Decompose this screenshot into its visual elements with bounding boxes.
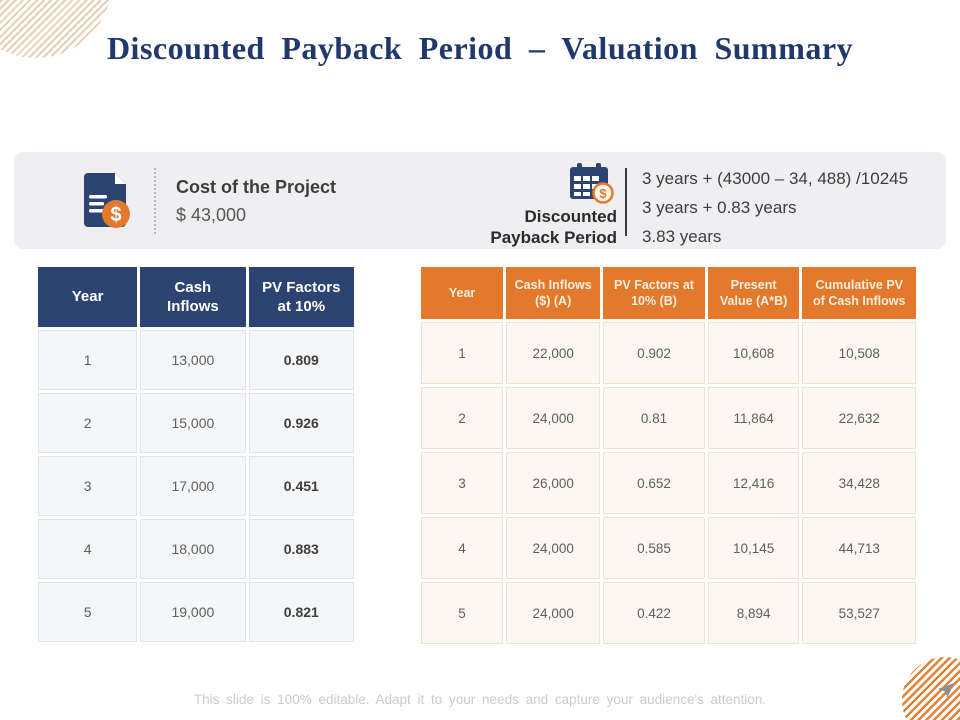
table-cell: 0.902 [603,322,705,384]
pv-factors-table-head: Year Cash Inflows PV Factors at 10% [38,267,354,327]
table-cell: 4 [421,517,504,579]
table-cell: 0.821 [248,582,354,642]
payback-label-line1: Discounted [524,207,617,226]
table-cell: 22,632 [802,387,916,449]
table-cell: 11,864 [707,387,800,449]
table-cell: 4 [38,519,138,579]
table-cell: 15,000 [140,393,246,453]
table-cell: 2 [38,393,138,453]
table-cell: 5 [421,582,504,644]
vertical-divider [625,168,627,236]
table-cell: 0.883 [248,519,354,579]
summary-banner: $ Cost of the Project $ 43,000 [14,152,946,249]
payback-formulas: 3 years + (43000 – 34, 488) /10245 3 yea… [642,164,908,251]
cost-value: $ 43,000 [176,204,247,225]
table-row: 5 19,000 0.821 [38,582,354,642]
table-cell: 3 [421,452,504,514]
table-row: 3 17,000 0.451 [38,456,354,516]
payback-label-block: $ Discounted Payback Period [462,162,617,248]
table-cell: 24,000 [506,517,601,579]
pv-factors-table-body: 1 13,000 0.809 2 15,000 0.926 3 17,000 0.451 4 18,… [38,330,354,642]
column-header: Year [38,267,138,327]
table-cell: 8,894 [707,582,800,644]
table-row: 1 22,000 0.902 10,608 10,508 [421,322,916,384]
cursor-arrow-icon [938,683,954,698]
column-header: Cash Inflows ($) (A) [506,267,601,319]
table-row: 5 24,000 0.422 8,894 53,527 [421,582,916,644]
formula-line: 3.83 years [642,227,722,246]
column-header: PV Factors at 10% [248,267,354,327]
column-header: Cumulative PV of Cash Inflows [802,267,916,319]
table-cell: 3 [38,456,138,516]
cost-label: Cost of the Project [176,176,337,197]
table-cell: 18,000 [140,519,246,579]
table-cell: 44,713 [802,517,916,579]
table-cell: 24,000 [506,582,601,644]
table-cell: 10,145 [707,517,800,579]
table-row: 2 15,000 0.926 [38,393,354,453]
table-cell: 19,000 [140,582,246,642]
table-cell: 34,428 [802,452,916,514]
table-cell: 5 [38,582,138,642]
pv-factors-table: Year Cash Inflows PV Factors at 10% 1 13,00… [35,264,357,645]
table-row: 4 24,000 0.585 10,145 44,713 [421,517,916,579]
column-header: Year [421,267,504,319]
table-cell: 22,000 [506,322,601,384]
table-cell: 0.809 [248,330,354,390]
formula-line: 3 years + 0.83 years [642,198,797,217]
table-cell: 24,000 [506,387,601,449]
page-title: Discounted Payback Period – Valuation Su… [106,30,854,66]
table-cell: 0.926 [248,393,354,453]
table-cell: 10,608 [707,322,800,384]
document-dollar-icon: $ [84,173,130,228]
table-cell: 26,000 [506,452,601,514]
cumulative-pv-table-head: Year Cash Inflows ($) (A) PV Factors at 10… [421,267,916,319]
footer-note: This slide is 100% editable. Adapt it to… [193,692,767,707]
table-cell: 1 [38,330,138,390]
table-cell: 0.652 [603,452,705,514]
table-row: 3 26,000 0.652 12,416 34,428 [421,452,916,514]
table-row: 2 24,000 0.81 11,864 22,632 [421,387,916,449]
table-cell: 0.422 [603,582,705,644]
column-header: PV Factors at 10% (B) [603,267,705,319]
table-row: 1 13,000 0.809 [38,330,354,390]
table-cell: 0.81 [603,387,705,449]
column-header: Cash Inflows [140,267,246,327]
table-cell: 10,508 [802,322,916,384]
table-cell: 2 [421,387,504,449]
header-row: Year Cash Inflows PV Factors at 10% [38,267,354,327]
table-cell: 12,416 [707,452,800,514]
cumulative-pv-table-body: 1 22,000 0.902 10,608 10,508 2 24,000 0.81 11,86… [421,322,916,644]
table-cell: 0.451 [248,456,354,516]
table-cell: 53,527 [802,582,916,644]
calendar-dollar-icon: $ [570,163,614,204]
svg-text:$: $ [599,186,607,201]
table-row: 4 18,000 0.883 [38,519,354,579]
dotted-divider [154,168,156,234]
table-cell: 1 [421,322,504,384]
payback-label-line2: Payback Period [490,228,617,247]
column-header: Present Value (A*B) [707,267,800,319]
table-cell: 17,000 [140,456,246,516]
decorative-striped-circle-icon [902,657,960,720]
table-cell: 13,000 [140,330,246,390]
formula-line: 3 years + (43000 – 34, 488) /10245 [642,169,909,188]
table-cell: 0.585 [603,517,705,579]
cost-of-project-group: $ Cost of the Project $ 43,000 [74,166,336,236]
svg-text:$: $ [110,204,121,226]
cumulative-pv-table: Year Cash Inflows ($) (A) PV Factors at 10… [418,264,919,647]
header-row: Year Cash Inflows ($) (A) PV Factors at 10… [421,267,916,319]
